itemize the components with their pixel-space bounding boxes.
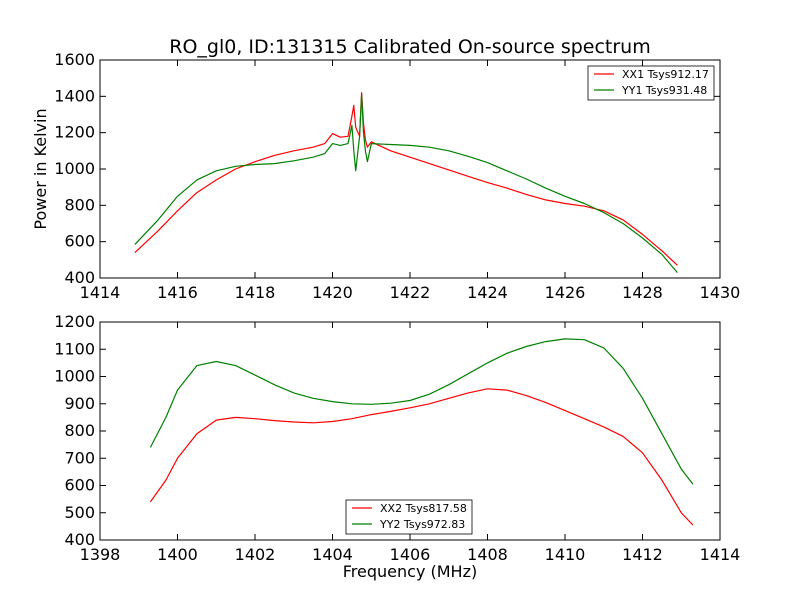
top-series-line-1	[134, 93, 678, 273]
top-x-tick-label: 1422	[390, 283, 431, 302]
bottom-y-tick-label: 800	[64, 421, 95, 440]
bottom-y-tick-label: 500	[64, 503, 95, 522]
x-axis-label: Frequency (MHz)	[343, 562, 477, 581]
bottom-series-layer	[149, 338, 694, 526]
top-y-tick-label: 1200	[54, 123, 95, 142]
top-y-tick-label: 800	[64, 195, 95, 214]
bottom-x-tick-label: 1402	[235, 545, 276, 564]
bottom-y-tick-label: 1000	[54, 367, 95, 386]
bottom-y-tick-label: 1200	[54, 312, 95, 331]
top-x-tick-label: 1420	[312, 283, 353, 302]
bottom-plot: 1398 1400 1402 1404 1406 1408 1410 1412 1414 400 5…	[54, 312, 740, 564]
y-axis-label: Power in Kelvin	[31, 108, 50, 229]
top-x-tick-label: 1414	[80, 283, 121, 302]
top-legend: XX1 Tsys912.17 YY1 Tsys931.48	[587, 65, 715, 101]
top-y-tick-label: 600	[64, 232, 95, 251]
bottom-y-tick-label: 600	[64, 476, 95, 495]
bottom-y-tick-label: 1100	[54, 339, 95, 358]
top-legend-label-yy1: YY1 Tsys931.48	[621, 84, 707, 97]
top-x-tick-label: 1424	[467, 283, 508, 302]
bottom-plot-frame	[99, 321, 721, 541]
bottom-series-line-0	[149, 388, 694, 526]
bottom-x-tick-label: 1404	[312, 545, 353, 564]
top-x-tick-label: 1418	[235, 283, 276, 302]
bottom-x-tick-label: 1406	[390, 545, 431, 564]
top-x-tick-label: 1426	[545, 283, 586, 302]
top-series-layer	[134, 92, 678, 273]
top-ticks-layer: 1414 1416 1418 1420 1422 1424 1426 1428 1430 400 6…	[54, 50, 740, 302]
top-x-tick-label: 1428	[622, 283, 663, 302]
top-plot: 1414 1416 1418 1420 1422 1424 1426 1428 1430 400 6…	[54, 50, 740, 302]
bottom-y-tick-label: 900	[64, 394, 95, 413]
top-legend-box	[587, 65, 715, 101]
bottom-y-tick-label: 700	[64, 448, 95, 467]
top-y-tick-label: 1600	[54, 50, 95, 69]
bottom-x-tick-label: 1400	[157, 545, 198, 564]
bottom-ticks-layer: 1398 1400 1402 1404 1406 1408 1410 1412 1414 400 5…	[54, 312, 740, 564]
top-y-tick-label: 1000	[54, 159, 95, 178]
bottom-legend-label-yy2: YY2 Tsys972.83	[379, 518, 465, 531]
bottom-legend: XX2 Tsys817.58 YY2 Tsys972.83	[345, 499, 473, 535]
bottom-x-tick-label: 1412	[622, 545, 663, 564]
top-y-tick-label: 1400	[54, 86, 95, 105]
bottom-x-tick-label: 1414	[700, 545, 741, 564]
top-plot-frame	[99, 59, 721, 279]
bottom-legend-label-xx2: XX2 Tsys817.58	[380, 502, 467, 515]
bottom-x-tick-label: 1408	[467, 545, 508, 564]
top-x-tick-label: 1430	[700, 283, 741, 302]
bottom-x-tick-label: 1410	[545, 545, 586, 564]
top-legend-label-xx1: XX1 Tsys912.17	[622, 68, 709, 81]
top-x-tick-label: 1416	[157, 283, 198, 302]
top-y-tick-label: 400	[64, 268, 95, 287]
bottom-legend-box	[345, 499, 473, 535]
bottom-series-line-1	[149, 338, 694, 485]
bottom-y-tick-label: 400	[64, 530, 95, 549]
bottom-x-tick-label: 1398	[80, 545, 121, 564]
chart-title: RO_gl0, ID:131315 Calibrated On-source s…	[169, 36, 651, 58]
